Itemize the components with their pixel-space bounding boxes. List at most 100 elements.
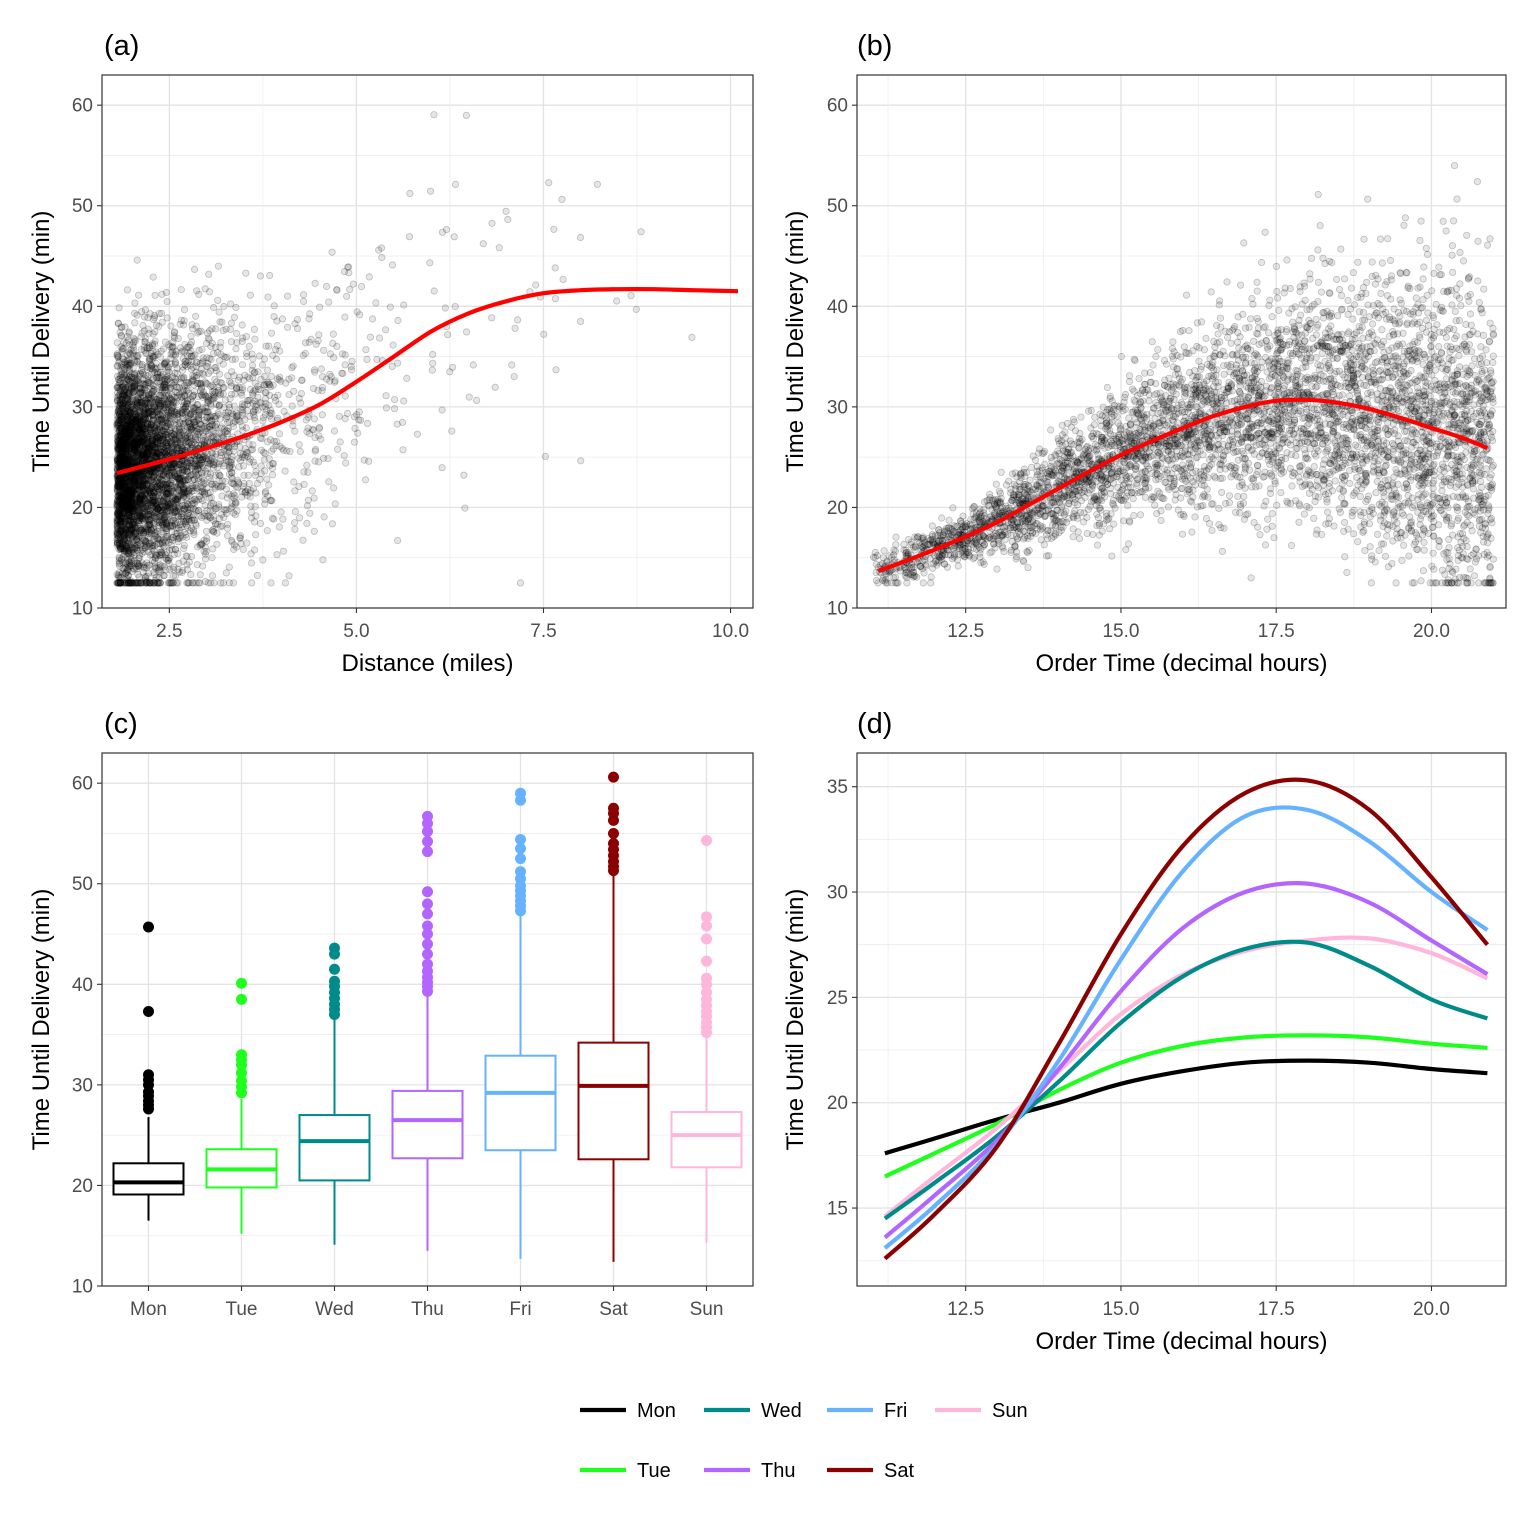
scatter-point xyxy=(223,524,231,533)
scatter-point xyxy=(138,428,146,437)
scatter-point xyxy=(144,499,152,507)
scatter-point xyxy=(365,273,373,281)
scatter-point xyxy=(551,264,559,272)
scatter-point xyxy=(141,536,149,545)
scatter-point xyxy=(192,471,201,480)
scatter-point xyxy=(236,534,244,542)
scatter-point xyxy=(277,508,285,516)
scatter-point xyxy=(141,451,149,459)
scatter-point xyxy=(345,269,353,277)
scatter-point xyxy=(303,519,311,528)
scatter-point xyxy=(300,468,308,476)
scatter-point xyxy=(311,368,319,376)
scatter-point xyxy=(221,477,229,486)
scatter-point xyxy=(142,371,150,379)
scatter-point xyxy=(152,540,160,548)
scatter-point xyxy=(152,321,160,329)
scatter-point xyxy=(116,431,124,439)
scatter-point xyxy=(285,391,293,399)
scatter-point xyxy=(144,407,153,416)
scatter-point xyxy=(149,273,157,281)
scatter-point xyxy=(113,421,121,429)
scatter-point xyxy=(123,286,132,294)
scatter-point xyxy=(226,403,234,411)
scatter-point xyxy=(576,233,585,242)
scatter-point xyxy=(159,480,167,488)
scatter-point xyxy=(188,497,196,505)
scatter-point xyxy=(141,338,149,346)
scatter-point xyxy=(181,418,189,426)
scatter-point xyxy=(373,355,381,364)
scatter-point xyxy=(116,396,124,405)
scatter-point xyxy=(216,471,224,480)
scatter-point xyxy=(246,291,254,299)
scatter-point xyxy=(179,402,187,410)
scatter-point xyxy=(157,445,165,453)
scatter-point xyxy=(189,482,197,490)
scatter-point xyxy=(191,462,199,470)
scatter-point xyxy=(116,407,124,415)
scatter-point xyxy=(207,470,215,478)
scatter-point xyxy=(451,180,460,188)
scatter-point xyxy=(238,337,246,346)
scatter-point xyxy=(170,334,178,342)
scatter-point xyxy=(184,343,192,351)
scatter-point xyxy=(165,522,173,530)
scatter-point xyxy=(317,365,325,373)
scatter-point xyxy=(251,402,259,411)
scatter-point xyxy=(230,447,238,455)
scatter-point xyxy=(450,233,458,241)
scatter-point xyxy=(251,368,259,376)
scatter-point xyxy=(161,449,169,457)
scatter-point xyxy=(211,375,219,383)
scatter-point xyxy=(329,484,338,492)
scatter-point xyxy=(282,379,290,387)
scatter-point xyxy=(167,360,175,368)
scatter-point xyxy=(504,215,512,224)
scatter-point xyxy=(613,297,621,305)
scatter-point xyxy=(141,572,149,581)
scatter-point xyxy=(213,520,222,529)
scatter-point xyxy=(264,293,272,301)
scatter-point xyxy=(213,529,221,537)
scatter-point xyxy=(394,316,402,325)
scatter-point xyxy=(175,502,183,511)
scatter-point xyxy=(152,359,160,368)
scatter-point xyxy=(375,246,383,254)
scatter-point xyxy=(398,418,407,426)
scatter-point xyxy=(161,513,169,521)
scatter-point xyxy=(301,349,309,358)
scatter-point xyxy=(253,571,261,580)
scatter-point xyxy=(441,304,449,312)
scatter-point xyxy=(192,362,201,371)
scatter-point xyxy=(158,463,166,471)
scatter-point xyxy=(123,502,132,510)
scatter-point xyxy=(262,399,270,408)
scatter-point xyxy=(188,579,197,587)
scatter-point xyxy=(361,476,370,484)
scatter-point xyxy=(144,502,152,510)
scatter-point xyxy=(333,342,341,350)
scatter-point xyxy=(317,435,325,443)
scatter-point xyxy=(113,535,121,544)
scatter-point xyxy=(191,265,199,273)
scatter-point xyxy=(120,344,128,353)
scatter-point xyxy=(217,338,225,347)
scatter-point xyxy=(212,400,220,408)
scatter-point xyxy=(442,226,451,234)
scatter-point xyxy=(341,361,349,369)
scatter-point xyxy=(405,233,413,241)
scatter-point xyxy=(115,304,123,312)
scatter-point xyxy=(129,391,137,399)
scatter-point xyxy=(220,302,228,311)
scatter-point xyxy=(155,448,163,456)
scatter-point xyxy=(577,457,585,465)
scatter-point xyxy=(291,320,299,328)
scatter-point xyxy=(135,498,143,506)
scatter-point xyxy=(129,532,138,540)
scatter-point xyxy=(113,579,121,587)
scatter-point xyxy=(122,484,130,492)
scatter-point xyxy=(632,305,640,313)
scatter-point xyxy=(178,568,186,577)
